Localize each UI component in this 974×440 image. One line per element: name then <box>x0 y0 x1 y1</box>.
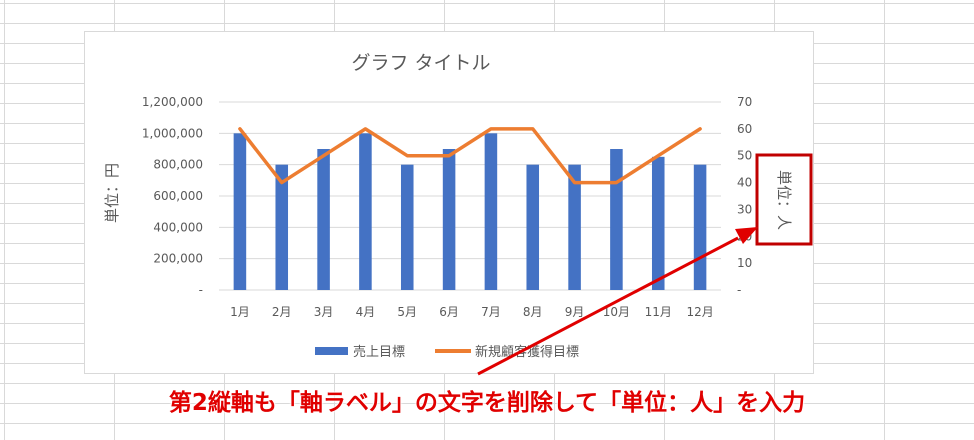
left-tick-label: 800,000 <box>153 158 203 172</box>
legend-label-line: 新規顧客獲得目標 <box>475 344 579 360</box>
x-tick-label: 10月 <box>603 305 630 319</box>
right-tick-label: 20 <box>737 229 752 243</box>
x-tick-label: 8月 <box>523 305 543 319</box>
bar <box>317 149 330 290</box>
bar <box>610 149 623 290</box>
right-tick-label: 30 <box>737 202 752 216</box>
x-tick-label: 4月 <box>356 305 376 319</box>
right-axis-title[interactable]: 単位：人 <box>775 170 793 230</box>
right-tick-label: 50 <box>737 149 752 163</box>
x-tick-label: 1月 <box>230 305 250 319</box>
bar <box>359 133 372 290</box>
series-line <box>238 127 702 185</box>
x-tick-label: 3月 <box>314 305 334 319</box>
bar-series <box>233 133 707 290</box>
left-tick-label: 200,000 <box>153 252 203 266</box>
right-tick-label: 10 <box>737 256 752 270</box>
combo-chart: グラフ タイトル - 200,000 400,000 600,000 800,000 1,… <box>103 52 813 360</box>
x-axis-ticks: 1月 2月 3月 4月 5月 6月 7月 8月 9月 10月 11月 12月 <box>230 305 714 319</box>
left-axis-ticks: - 200,000 400,000 600,000 800,000 1,000,000 1,… <box>142 95 203 297</box>
left-tick-label: 400,000 <box>153 220 203 234</box>
x-tick-label: 7月 <box>481 305 501 319</box>
chart-area[interactable]: グラフ タイトル - 200,000 400,000 600,000 800,000 1,… <box>84 31 814 374</box>
left-axis-title[interactable]: 単位：円 <box>103 163 121 223</box>
x-tick-label: 12月 <box>686 305 713 319</box>
x-tick-label: 9月 <box>565 305 585 319</box>
chart-title[interactable]: グラフ タイトル <box>351 52 490 74</box>
legend-swatch-bar <box>315 347 348 355</box>
right-tick-label: - <box>737 283 741 297</box>
bar <box>400 164 414 290</box>
right-tick-label: 70 <box>737 95 752 109</box>
right-tick-label: 40 <box>737 176 752 190</box>
gridlines <box>219 101 721 291</box>
x-tick-label: 6月 <box>439 305 459 319</box>
bar <box>442 149 456 290</box>
right-tick-label: 60 <box>737 122 752 136</box>
bar <box>233 133 247 290</box>
right-axis-title-highlight <box>755 153 813 246</box>
legend-label-bar: 売上目標 <box>353 344 405 360</box>
annotation-caption: 第2縦軸も「軸ラベル」の文字を削除して「単位：人」を入力 <box>168 390 806 416</box>
right-axis-ticks: - 10 20 30 40 50 60 70 <box>737 95 752 297</box>
x-tick-label: 5月 <box>397 305 417 319</box>
line-series <box>238 127 702 185</box>
left-tick-label: - <box>199 283 203 297</box>
bar <box>484 133 498 290</box>
bar <box>693 164 707 290</box>
x-tick-label: 2月 <box>272 305 292 319</box>
bar <box>651 156 665 290</box>
left-tick-label: 600,000 <box>153 189 203 203</box>
bar <box>526 164 540 290</box>
legend[interactable]: 売上目標 新規顧客獲得目標 <box>315 344 579 360</box>
left-tick-label: 1,200,000 <box>142 95 203 109</box>
x-tick-label: 11月 <box>645 305 672 319</box>
left-tick-label: 1,000,000 <box>142 126 203 140</box>
bar <box>275 164 289 290</box>
